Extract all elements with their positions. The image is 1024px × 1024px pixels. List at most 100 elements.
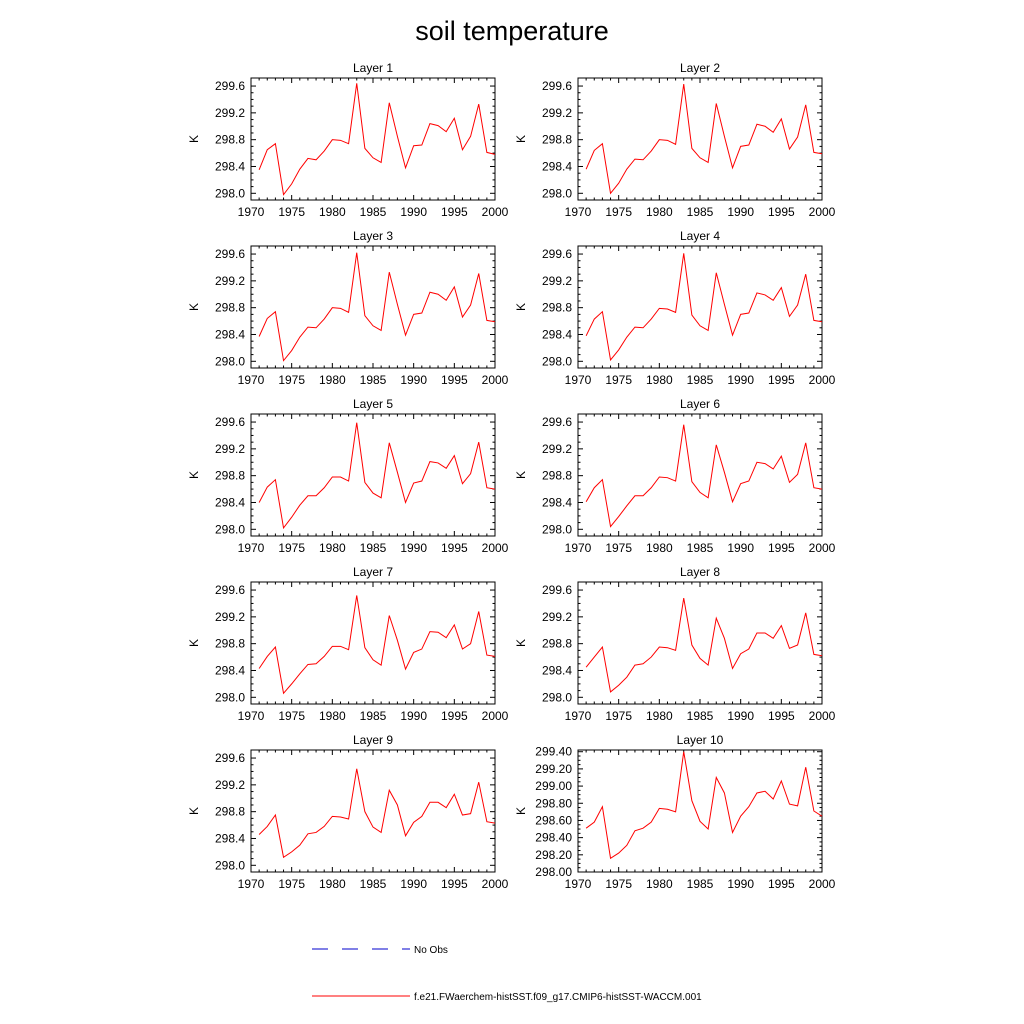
y-tick-label: 298.0 bbox=[542, 186, 572, 200]
x-tick-label: 1990 bbox=[727, 541, 754, 555]
x-tick-label: 1990 bbox=[400, 373, 427, 387]
x-tick-label: 1990 bbox=[400, 877, 427, 891]
x-tick-label: 1990 bbox=[400, 205, 427, 219]
panel-title: Layer 3 bbox=[353, 229, 393, 243]
x-tick-label: 1990 bbox=[727, 373, 754, 387]
y-tick-label: 298.4 bbox=[215, 663, 245, 677]
x-tick-label: 1995 bbox=[441, 373, 468, 387]
x-tick-label: 1980 bbox=[646, 877, 673, 891]
y-tick-label: 299.6 bbox=[542, 583, 572, 597]
y-tick-label: 298.40 bbox=[535, 831, 572, 845]
y-tick-label: 299.6 bbox=[542, 79, 572, 93]
x-tick-label: 1985 bbox=[687, 877, 714, 891]
x-tick-label: 1980 bbox=[646, 541, 673, 555]
x-tick-label: 1995 bbox=[441, 709, 468, 723]
y-tick-label: 298.0 bbox=[215, 522, 245, 536]
y-axis-label: K bbox=[514, 471, 528, 479]
x-tick-label: 1990 bbox=[727, 709, 754, 723]
plot-frame bbox=[250, 413, 496, 537]
y-axis-label: K bbox=[514, 807, 528, 815]
y-axis-label: K bbox=[187, 471, 201, 479]
x-tick-label: 2000 bbox=[482, 877, 509, 891]
series-line bbox=[585, 424, 823, 528]
series-line bbox=[258, 83, 496, 196]
x-tick-label: 1970 bbox=[565, 541, 592, 555]
y-tick-label: 298.80 bbox=[535, 796, 572, 810]
x-tick-label: 1980 bbox=[646, 709, 673, 723]
plot-frame bbox=[577, 749, 823, 873]
y-tick-label: 298.0 bbox=[215, 690, 245, 704]
y-tick-label: 298.8 bbox=[215, 301, 245, 315]
x-tick-label: 2000 bbox=[482, 205, 509, 219]
panel-title: Layer 7 bbox=[353, 565, 393, 579]
y-tick-label: 298.0 bbox=[215, 354, 245, 368]
y-tick-label: 298.8 bbox=[215, 805, 245, 819]
y-tick-label: 298.4 bbox=[542, 663, 572, 677]
series-line bbox=[258, 252, 496, 362]
x-tick-label: 1970 bbox=[565, 373, 592, 387]
plot-frame bbox=[250, 77, 496, 201]
y-tick-label: 298.60 bbox=[535, 813, 572, 827]
series-line bbox=[258, 595, 496, 695]
x-tick-label: 1970 bbox=[238, 877, 265, 891]
y-tick-label: 298.4 bbox=[215, 495, 245, 509]
panel-title: Layer 9 bbox=[353, 733, 393, 747]
y-tick-label: 298.8 bbox=[215, 469, 245, 483]
legend: No Obs f.e21.FWaerchem-histSST.f09_g17.C… bbox=[312, 945, 702, 1003]
y-tick-label: 299.6 bbox=[215, 79, 245, 93]
y-tick-label: 298.8 bbox=[215, 637, 245, 651]
y-tick-label: 298.20 bbox=[535, 848, 572, 862]
y-tick-label: 298.0 bbox=[542, 690, 572, 704]
panel-layer-7: Layer 7 1970 1975 1980 1985 1990 1995 2000 298.0… bbox=[187, 565, 509, 723]
y-tick-label: 298.00 bbox=[535, 865, 572, 879]
y-tick-label: 298.4 bbox=[542, 495, 572, 509]
y-tick-label: 298.0 bbox=[542, 354, 572, 368]
x-tick-label: 1980 bbox=[319, 205, 346, 219]
y-axis-label: K bbox=[514, 303, 528, 311]
y-tick-label: 298.8 bbox=[542, 469, 572, 483]
x-tick-label: 1995 bbox=[768, 541, 795, 555]
x-tick-label: 1995 bbox=[441, 205, 468, 219]
y-tick-label: 299.2 bbox=[215, 610, 245, 624]
y-axis-label: K bbox=[514, 639, 528, 647]
y-tick-label: 299.2 bbox=[215, 442, 245, 456]
panel-title: Layer 8 bbox=[680, 565, 720, 579]
x-tick-label: 1975 bbox=[605, 877, 632, 891]
x-tick-label: 1975 bbox=[278, 709, 305, 723]
x-tick-label: 1975 bbox=[278, 205, 305, 219]
y-tick-label: 298.4 bbox=[215, 327, 245, 341]
x-tick-label: 1985 bbox=[687, 541, 714, 555]
series-line bbox=[585, 253, 823, 362]
y-tick-label: 298.8 bbox=[542, 301, 572, 315]
y-tick-label: 299.6 bbox=[215, 247, 245, 261]
y-tick-label: 299.2 bbox=[215, 106, 245, 120]
x-tick-label: 1975 bbox=[278, 541, 305, 555]
series-line bbox=[585, 83, 823, 195]
panel-layer-6: Layer 6 1970 1975 1980 1985 1990 1995 2000 298.0… bbox=[514, 397, 836, 555]
y-tick-label: 298.4 bbox=[215, 159, 245, 173]
panel-layer-5: Layer 5 1970 1975 1980 1985 1990 1995 2000 298.0… bbox=[187, 397, 509, 555]
x-tick-label: 1985 bbox=[360, 541, 387, 555]
x-tick-label: 1990 bbox=[727, 877, 754, 891]
x-tick-label: 1975 bbox=[605, 709, 632, 723]
y-tick-label: 298.4 bbox=[542, 159, 572, 173]
x-tick-label: 2000 bbox=[809, 709, 836, 723]
x-tick-label: 1975 bbox=[278, 877, 305, 891]
x-tick-label: 2000 bbox=[482, 541, 509, 555]
x-tick-label: 1980 bbox=[319, 709, 346, 723]
y-tick-label: 299.6 bbox=[215, 751, 245, 765]
y-tick-label: 298.4 bbox=[542, 327, 572, 341]
y-tick-label: 299.2 bbox=[542, 106, 572, 120]
y-tick-label: 299.6 bbox=[215, 415, 245, 429]
x-tick-label: 1970 bbox=[565, 205, 592, 219]
y-tick-label: 299.2 bbox=[542, 274, 572, 288]
x-tick-label: 1970 bbox=[565, 877, 592, 891]
x-tick-label: 2000 bbox=[482, 709, 509, 723]
series-line bbox=[585, 751, 823, 860]
x-tick-label: 2000 bbox=[809, 373, 836, 387]
x-tick-label: 1995 bbox=[768, 205, 795, 219]
panels: Layer 1 1970 1975 1980 1985 1990 1995 2000 298.0… bbox=[187, 61, 836, 891]
y-tick-label: 299.00 bbox=[535, 779, 572, 793]
plot-frame bbox=[577, 245, 823, 369]
